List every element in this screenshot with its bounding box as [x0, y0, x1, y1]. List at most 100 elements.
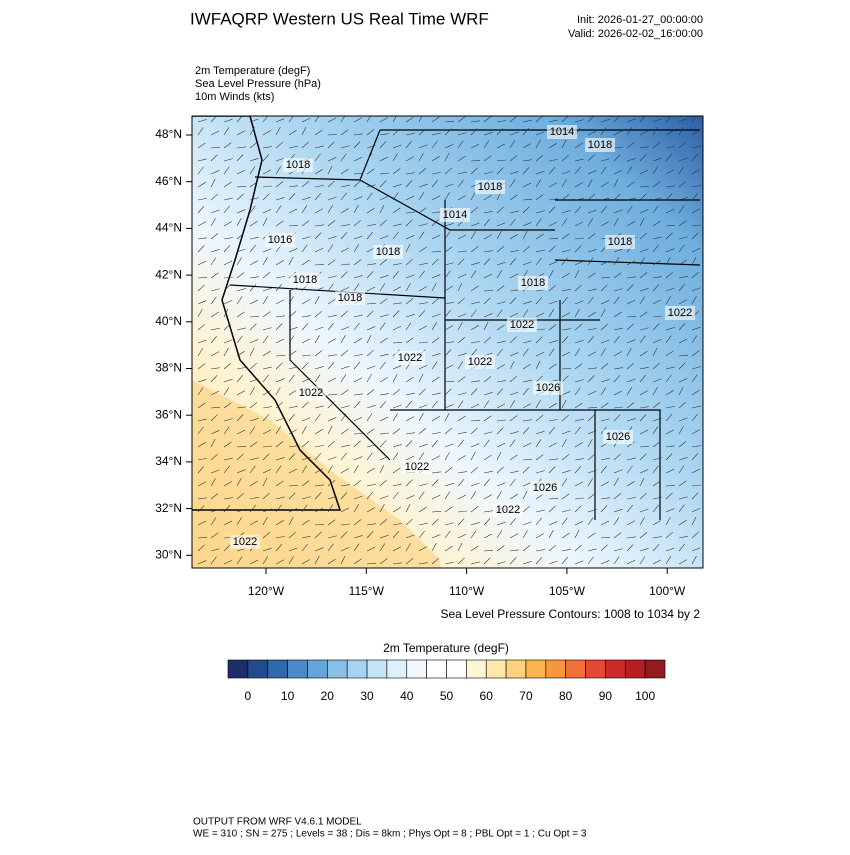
wind-barb [236, 169, 246, 175]
wind-barb [366, 326, 376, 331]
wind-barb [587, 193, 596, 201]
wind-barb [665, 225, 675, 227]
wind-barb [431, 337, 440, 344]
wind-barb [587, 493, 596, 500]
wind-barb [535, 557, 543, 565]
wind-barb [652, 181, 661, 188]
wind-barb [678, 535, 688, 539]
wind-barb [535, 533, 544, 539]
wind-barb [613, 469, 623, 474]
wind-barb [639, 445, 649, 448]
wind-barb [314, 531, 322, 539]
wind-barb [418, 325, 428, 331]
wind-barb [470, 285, 479, 292]
wind-barb [600, 536, 610, 539]
wind-barb [392, 263, 402, 266]
wind-barb [405, 455, 415, 461]
wind-barb [665, 413, 673, 422]
wind-barb [613, 288, 623, 292]
wind-barb [587, 272, 596, 279]
wind-barb [418, 491, 425, 500]
wind-barb [353, 543, 360, 552]
wind-barb [301, 259, 310, 266]
wind-barb [548, 269, 554, 279]
wind-barb [496, 348, 503, 357]
wind-barb [223, 142, 232, 149]
wind-barb [561, 116, 569, 123]
wind-barb [392, 302, 402, 305]
wind-barb [483, 258, 491, 266]
wind-barb [691, 145, 701, 149]
wind-barb [301, 205, 308, 214]
contour-label-box [335, 291, 365, 305]
wind-barb [249, 181, 258, 188]
wind-barb [418, 388, 426, 396]
wind-barb [314, 326, 324, 331]
wind-barb [561, 170, 571, 175]
wind-barb [366, 334, 372, 344]
wind-barb [522, 261, 532, 266]
wind-barb [496, 120, 506, 123]
wind-barb [561, 139, 567, 149]
wind-barb [197, 205, 205, 214]
wind-barb [665, 327, 675, 331]
wind-barb [379, 401, 387, 409]
contour-label-box [665, 306, 695, 320]
wind-barb [548, 363, 557, 370]
wind-barb [496, 545, 505, 552]
wind-barb [496, 561, 506, 565]
wind-barb [691, 429, 700, 435]
wind-barb [262, 217, 268, 227]
contour-label: 1026 [606, 431, 630, 443]
wind-barb [405, 392, 415, 396]
wind-barb [509, 155, 518, 162]
wind-barb [314, 484, 324, 487]
colorbar-swatch [446, 659, 467, 679]
wind-barb [678, 417, 688, 422]
wind-barb [288, 389, 297, 396]
wind-barb [223, 402, 232, 409]
wind-barb [483, 549, 493, 552]
colorbar-swatch [605, 659, 626, 679]
wind-barb [626, 299, 636, 305]
wind-barb [483, 376, 492, 383]
lat-label: 32°N [155, 501, 182, 515]
wind-barb [613, 335, 620, 344]
wind-barb [392, 413, 398, 422]
wind-barb [249, 323, 257, 331]
wind-barb [262, 492, 270, 500]
wind-barb [665, 531, 674, 539]
wind-barb [496, 167, 504, 175]
wind-barb [574, 158, 584, 162]
wind-barb [327, 558, 336, 565]
wind-barb [236, 390, 246, 396]
wind-barb [561, 233, 570, 240]
wind-barb [574, 426, 581, 435]
wind-barb [626, 559, 636, 565]
wind-barb [418, 546, 427, 552]
wind-barb [366, 452, 373, 461]
wind-barb [353, 504, 359, 513]
wind-barb [392, 168, 401, 175]
wind-barb [665, 146, 675, 149]
wind-barb [509, 400, 515, 409]
wind-barb [314, 295, 320, 305]
wind-barb [678, 323, 686, 331]
wind-barb [327, 244, 334, 253]
wind-barb [691, 271, 699, 279]
wind-barb [249, 347, 255, 357]
wind-barb [288, 429, 297, 435]
wind-barb [483, 273, 493, 279]
wind-barb [340, 310, 348, 318]
wind-barb [522, 442, 532, 448]
wind-barb [405, 440, 413, 448]
wind-barb [548, 261, 558, 266]
colorbar-swatch [485, 659, 507, 679]
wind-barb [509, 557, 517, 565]
wind-barb [223, 260, 233, 266]
wind-barb [301, 299, 310, 305]
wind-barb [379, 180, 387, 188]
wind-barb [262, 257, 268, 266]
wind-barb [301, 362, 309, 370]
wind-barb [652, 347, 658, 357]
